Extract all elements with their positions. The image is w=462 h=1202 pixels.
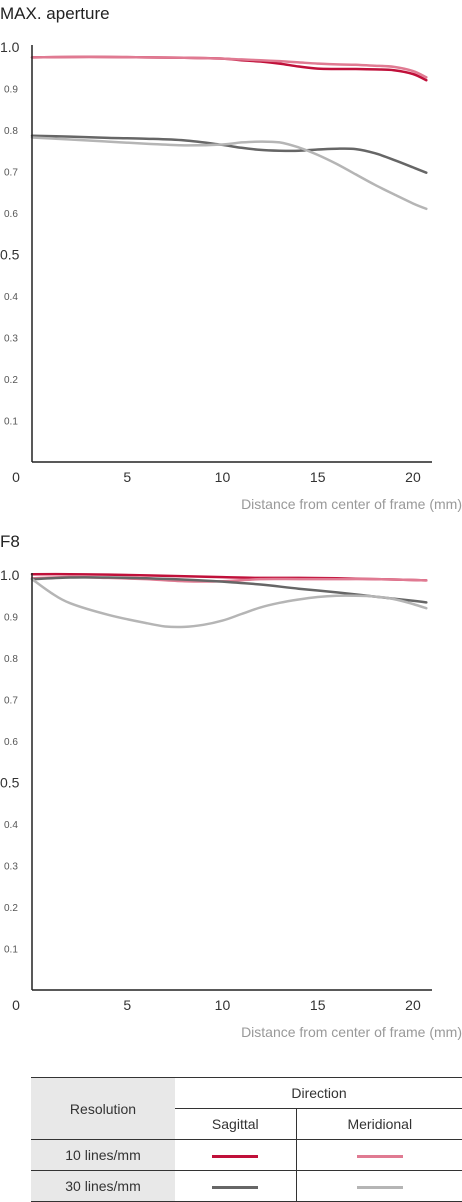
legend-swatch-cell <box>175 1170 297 1202</box>
y-tick-label: 0.8 <box>4 654 18 665</box>
y-tick-label: 0.9 <box>4 613 18 624</box>
legend-swatch-10-meridional <box>356 1154 403 1158</box>
legend-sagittal-header: Sagittal <box>211 1116 259 1132</box>
y-tick-label: 0.4 <box>4 292 18 303</box>
series-line-3 <box>30 136 428 211</box>
series-line-1 <box>30 55 428 79</box>
chart-title: MAX. aperture <box>0 4 110 23</box>
y-tick-label: 0.7 <box>4 168 18 179</box>
y-tick-label: 0.1 <box>4 417 18 428</box>
legend-row-label: 10 lines/mm <box>31 1139 175 1171</box>
x-axis-label: Distance from center of frame (mm) <box>241 1024 462 1040</box>
y-tick-label: 0.3 <box>4 334 18 345</box>
series-line-0 <box>30 55 428 82</box>
legend-direction-header: Direction <box>175 1077 462 1109</box>
y-tick-label: 0.5 <box>0 247 20 263</box>
y-tick-label: 0.2 <box>4 375 18 386</box>
legend-table: Resolution Direction Sagittal Meridional… <box>31 1077 462 1202</box>
x-tick-label: 10 <box>215 469 231 485</box>
y-tick-label: 0.4 <box>4 820 18 831</box>
legend-swatch-10-sagittal <box>212 1154 259 1158</box>
y-tick-label: 0.9 <box>4 85 18 96</box>
y-tick-label: 0.8 <box>4 126 18 137</box>
x-tick-label: 0 <box>12 997 20 1013</box>
legend-swatch-30-meridional <box>356 1185 403 1189</box>
chart-title: F8 <box>0 532 20 551</box>
y-tick-label: 0.6 <box>4 209 18 220</box>
chart-f8: F8 0.1 0.2 0.3 0.4 0.5 0.6 0.7 0.8 0.9 1.0 0 5 10 15 2… <box>0 528 462 1048</box>
y-tick-label: 1.0 <box>0 567 20 583</box>
x-tick-label: 15 <box>310 997 326 1013</box>
legend-swatch-cell <box>295 1139 462 1171</box>
legend-meridional-header: Meridional <box>295 1108 462 1140</box>
chart-plot: 0.1 0.2 0.3 0.4 0.5 0.6 0.7 0.8 0.9 1.0 0 5 10 15 20 Di… <box>0 39 462 512</box>
legend-swatch-30-sagittal <box>212 1185 259 1189</box>
y-tick-label: 1.0 <box>0 39 20 55</box>
y-tick-label: 0.5 <box>0 775 20 791</box>
x-tick-label: 5 <box>123 997 131 1013</box>
legend-swatch-cell <box>175 1139 297 1171</box>
x-tick-label: 20 <box>405 997 421 1013</box>
x-tick-label: 5 <box>123 469 131 485</box>
x-tick-label: 15 <box>310 469 326 485</box>
series-line-2 <box>30 576 428 604</box>
legend-row-label: 30 lines/mm <box>31 1170 175 1202</box>
x-axis-label: Distance from center of frame (mm) <box>241 496 462 512</box>
x-tick-label: 0 <box>12 469 20 485</box>
y-tick-label: 0.2 <box>4 903 18 914</box>
chart-max-aperture: MAX. aperture 0.1 0.2 0.3 0.4 0.5 0.6 0.7 0.8 0.… <box>0 0 462 520</box>
legend-resolution-header: Resolution <box>31 1077 175 1140</box>
y-tick-label: 0.1 <box>4 945 18 956</box>
y-tick-label: 0.6 <box>4 737 18 748</box>
x-tick-label: 10 <box>215 997 231 1013</box>
legend-swatch-cell <box>295 1170 462 1202</box>
series-line-3 <box>30 577 428 629</box>
y-tick-label: 0.7 <box>4 696 18 707</box>
x-tick-label: 20 <box>405 469 421 485</box>
chart-plot: 0.1 0.2 0.3 0.4 0.5 0.6 0.7 0.8 0.9 1.0 0 5 10 15 20 Di… <box>0 567 462 1040</box>
series-line-2 <box>30 134 428 174</box>
y-tick-label: 0.3 <box>4 862 18 873</box>
